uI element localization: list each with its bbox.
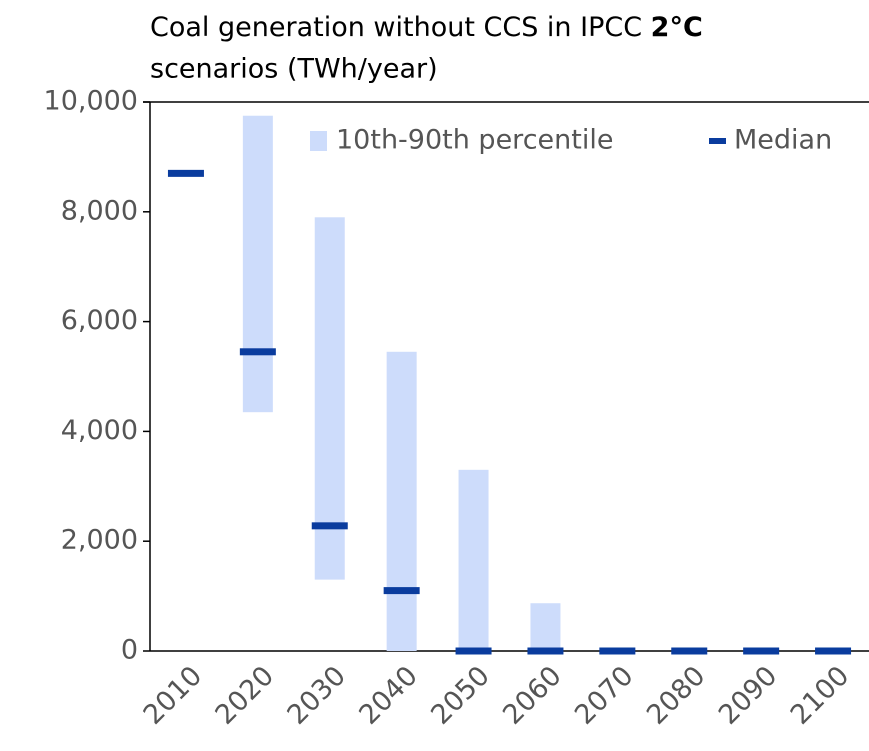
x-tick-label: 2040 bbox=[353, 660, 424, 731]
x-tick-label: 2080 bbox=[641, 660, 712, 731]
median-marker bbox=[815, 647, 852, 655]
median-marker bbox=[743, 647, 780, 655]
median-marker bbox=[167, 169, 204, 177]
x-tick-label: 2010 bbox=[138, 660, 209, 731]
x-tick-label: 2030 bbox=[281, 660, 352, 731]
x-tick-label: 2050 bbox=[425, 660, 496, 731]
y-tick-label: 4,000 bbox=[61, 415, 138, 446]
title-text: Coal generation without CCS in IPCC bbox=[150, 12, 642, 43]
y-tick-label: 2,000 bbox=[61, 525, 138, 556]
median-marker bbox=[311, 522, 348, 530]
legend-label: 10th-90th percentile bbox=[336, 125, 613, 156]
y-tick-label: 6,000 bbox=[61, 305, 138, 336]
title-emphasis: 2°C bbox=[651, 12, 703, 43]
legend-swatch bbox=[709, 138, 726, 144]
median-marker bbox=[239, 348, 276, 356]
y-tick-label: 8,000 bbox=[61, 195, 138, 226]
median-marker bbox=[599, 647, 636, 655]
median-marker bbox=[671, 647, 708, 655]
range-bar bbox=[314, 217, 345, 580]
x-tick-label: 2020 bbox=[210, 660, 281, 731]
legend: 10th-90th percentile Median bbox=[310, 125, 832, 156]
range-bar bbox=[386, 351, 417, 651]
chart-title: scenarios (TWh/year) bbox=[150, 54, 438, 85]
median-marker bbox=[383, 587, 420, 595]
x-tick-label: 2060 bbox=[497, 660, 568, 731]
median-marker bbox=[527, 647, 564, 655]
median-marker bbox=[455, 647, 492, 655]
x-tick-label: 2070 bbox=[569, 660, 640, 731]
range-bar bbox=[530, 603, 561, 651]
y-tick-label: 10,000 bbox=[44, 86, 138, 117]
x-tick-label: 2100 bbox=[785, 660, 856, 731]
range-bar bbox=[242, 115, 273, 413]
range-bar bbox=[458, 469, 489, 651]
y-tick-label: 0 bbox=[121, 635, 138, 666]
x-tick-label: 2090 bbox=[713, 660, 784, 731]
chart-title: Coal generation without CCS in IPCC 2°C bbox=[150, 12, 703, 43]
legend-label: Median bbox=[734, 125, 832, 156]
legend-swatch bbox=[310, 131, 327, 151]
